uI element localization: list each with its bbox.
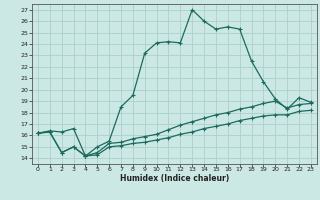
X-axis label: Humidex (Indice chaleur): Humidex (Indice chaleur): [120, 174, 229, 183]
